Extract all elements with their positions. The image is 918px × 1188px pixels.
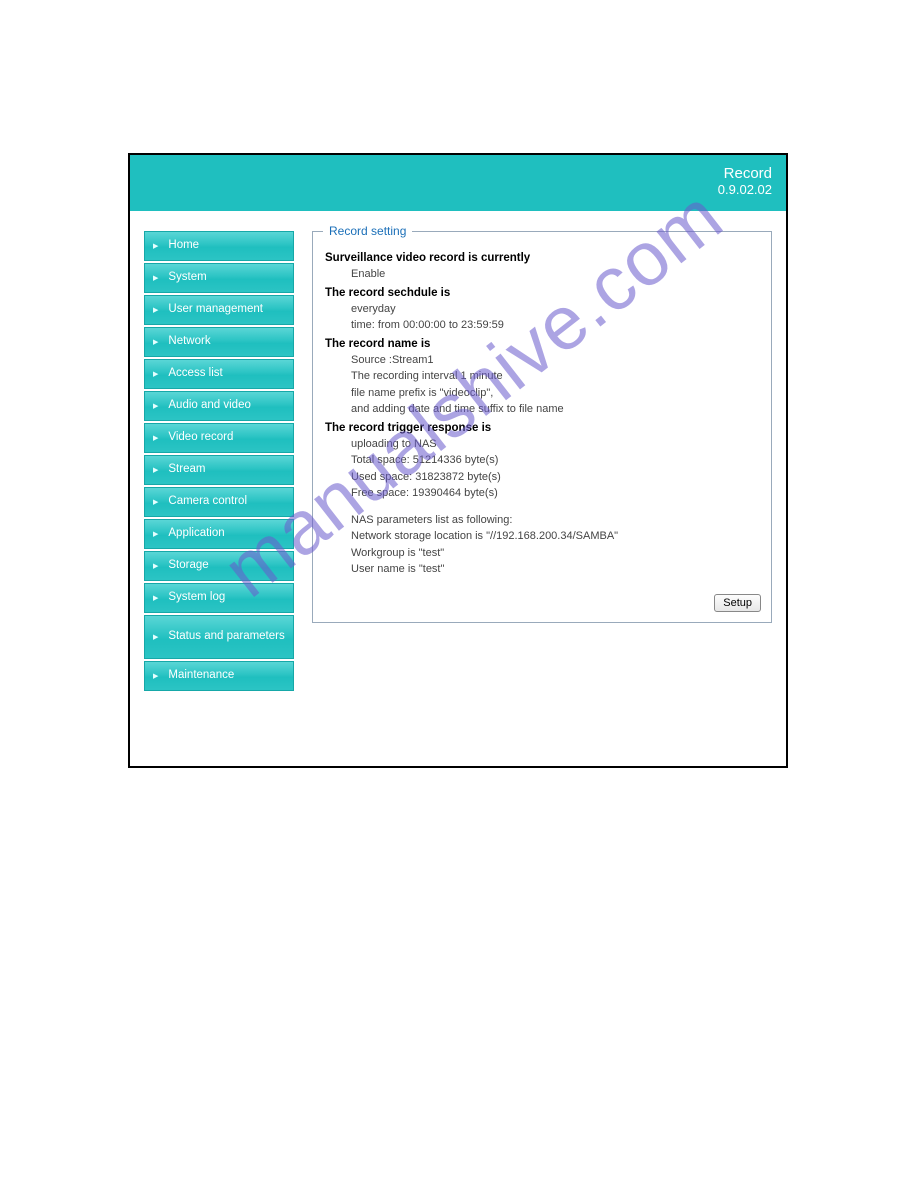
sidebar: ▶ Home ▶ System ▶ User management ▶ Netw… bbox=[144, 231, 294, 693]
chevron-right-icon: ▶ bbox=[153, 466, 158, 474]
nav-system-log[interactable]: ▶ System log bbox=[144, 583, 294, 613]
chevron-right-icon: ▶ bbox=[153, 338, 158, 346]
nav-stream[interactable]: ▶ Stream bbox=[144, 455, 294, 485]
chevron-right-icon: ▶ bbox=[153, 530, 158, 538]
record-prefix: file name prefix is "videoclip", bbox=[351, 385, 759, 402]
nav-label: Network bbox=[168, 335, 210, 349]
chevron-right-icon: ▶ bbox=[153, 306, 158, 314]
page-title: Record bbox=[130, 165, 772, 182]
nav-access-list[interactable]: ▶ Access list bbox=[144, 359, 294, 389]
chevron-right-icon: ▶ bbox=[153, 402, 158, 410]
chevron-right-icon: ▶ bbox=[153, 594, 158, 602]
chevron-right-icon: ▶ bbox=[153, 434, 158, 442]
nav-camera-control[interactable]: ▶ Camera control bbox=[144, 487, 294, 517]
nav-label: Video record bbox=[168, 431, 233, 445]
nav-video-record[interactable]: ▶ Video record bbox=[144, 423, 294, 453]
trigger-target: uploading to NAS bbox=[351, 436, 759, 453]
nas-params-heading: NAS parameters list as following: bbox=[351, 512, 759, 529]
nav-label: Camera control bbox=[168, 495, 247, 509]
section-heading: The record name is bbox=[325, 338, 759, 350]
header-bar: Record 0.9.02.02 bbox=[130, 155, 786, 211]
nav-label: User management bbox=[168, 303, 263, 317]
chevron-right-icon: ▶ bbox=[153, 562, 158, 570]
free-space: Free space: 19390464 byte(s) bbox=[351, 485, 759, 502]
nav-status-parameters[interactable]: ▶ Status and parameters bbox=[144, 615, 294, 659]
nav-label: System log bbox=[168, 591, 225, 605]
chevron-right-icon: ▶ bbox=[153, 242, 158, 250]
content-area: ▶ Home ▶ System ▶ User management ▶ Netw… bbox=[130, 211, 786, 707]
total-space: Total space: 51214336 byte(s) bbox=[351, 452, 759, 469]
used-space: Used space: 31823872 byte(s) bbox=[351, 469, 759, 486]
nav-label: System bbox=[168, 271, 206, 285]
record-suffix: and adding date and time suffix to file … bbox=[351, 401, 759, 418]
nav-label: Maintenance bbox=[168, 669, 234, 683]
version-label: 0.9.02.02 bbox=[130, 182, 772, 197]
chevron-right-icon: ▶ bbox=[153, 274, 158, 282]
section-heading: The record trigger response is bbox=[325, 422, 759, 434]
nas-username: User name is "test" bbox=[351, 561, 759, 578]
chevron-right-icon: ▶ bbox=[153, 370, 158, 378]
schedule-value: everyday bbox=[351, 301, 759, 318]
section-heading: Surveillance video record is currently bbox=[325, 252, 759, 264]
nav-label: Application bbox=[168, 527, 224, 541]
nav-system[interactable]: ▶ System bbox=[144, 263, 294, 293]
nav-audio-video[interactable]: ▶ Audio and video bbox=[144, 391, 294, 421]
nav-user-management[interactable]: ▶ User management bbox=[144, 295, 294, 325]
main-panel: Record setting Surveillance video record… bbox=[312, 231, 772, 693]
nas-location: Network storage location is "//192.168.2… bbox=[351, 528, 759, 545]
nav-maintenance[interactable]: ▶ Maintenance bbox=[144, 661, 294, 691]
nas-workgroup: Workgroup is "test" bbox=[351, 545, 759, 562]
app-window: Record 0.9.02.02 ▶ Home ▶ System ▶ User … bbox=[128, 153, 788, 768]
record-setting-fieldset: Record setting Surveillance video record… bbox=[312, 231, 772, 623]
nav-label: Audio and video bbox=[168, 399, 250, 413]
nav-network[interactable]: ▶ Network bbox=[144, 327, 294, 357]
nav-label: Status and parameters bbox=[168, 630, 284, 644]
nav-label: Storage bbox=[168, 559, 208, 573]
schedule-time: time: from 00:00:00 to 23:59:59 bbox=[351, 317, 759, 334]
chevron-right-icon: ▶ bbox=[153, 498, 158, 506]
nav-home[interactable]: ▶ Home bbox=[144, 231, 294, 261]
fieldset-legend: Record setting bbox=[323, 224, 412, 238]
nav-label: Access list bbox=[168, 367, 222, 381]
record-interval: The recording interval 1 minute bbox=[351, 368, 759, 385]
chevron-right-icon: ▶ bbox=[153, 633, 158, 641]
status-value: Enable bbox=[351, 266, 759, 283]
record-source: Source :Stream1 bbox=[351, 352, 759, 369]
nav-label: Home bbox=[168, 239, 199, 253]
nav-storage[interactable]: ▶ Storage bbox=[144, 551, 294, 581]
section-heading: The record sechdule is bbox=[325, 287, 759, 299]
chevron-right-icon: ▶ bbox=[153, 672, 158, 680]
nav-application[interactable]: ▶ Application bbox=[144, 519, 294, 549]
nav-label: Stream bbox=[168, 463, 205, 477]
setup-button[interactable]: Setup bbox=[714, 594, 761, 612]
